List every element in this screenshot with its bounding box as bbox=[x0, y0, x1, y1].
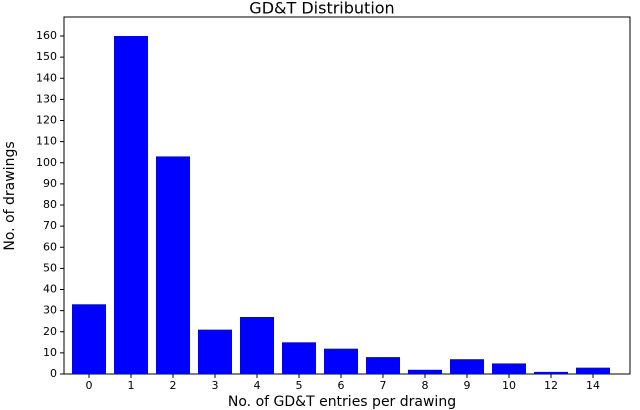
x-tick-label: 8 bbox=[422, 379, 429, 392]
bar bbox=[492, 363, 526, 374]
bar bbox=[324, 348, 358, 374]
y-tick-label: 30 bbox=[43, 304, 57, 317]
y-tick-label: 90 bbox=[43, 177, 57, 190]
x-tick-label: 5 bbox=[296, 379, 303, 392]
y-tick-label: 130 bbox=[36, 92, 57, 105]
x-tick-label: 12 bbox=[544, 379, 558, 392]
bar bbox=[240, 316, 274, 374]
bar bbox=[72, 304, 106, 374]
bar bbox=[156, 156, 190, 374]
x-tick-label: 3 bbox=[212, 379, 219, 392]
bar bbox=[114, 36, 148, 374]
y-tick-label: 140 bbox=[36, 71, 57, 84]
x-tick-label: 6 bbox=[338, 379, 345, 392]
x-tick-label: 7 bbox=[380, 379, 387, 392]
y-tick-label: 20 bbox=[43, 325, 57, 338]
bar bbox=[198, 329, 232, 374]
bar bbox=[282, 342, 316, 374]
y-tick-label: 10 bbox=[43, 346, 57, 359]
x-tick-label: 9 bbox=[464, 379, 471, 392]
y-tick-label: 160 bbox=[36, 29, 57, 42]
y-axis-label: No. of drawings bbox=[2, 141, 18, 250]
bar bbox=[366, 357, 400, 374]
bar bbox=[408, 369, 442, 374]
bar bbox=[534, 371, 568, 374]
y-tick-label: 120 bbox=[36, 114, 57, 127]
x-tick-label: 10 bbox=[502, 379, 516, 392]
plot-frame bbox=[63, 16, 631, 375]
x-axis-label: No. of GD&T entries per drawing bbox=[228, 394, 456, 410]
x-tick-label: 0 bbox=[86, 379, 93, 392]
x-tick-label: 1 bbox=[128, 379, 135, 392]
y-tick-label: 100 bbox=[36, 156, 57, 169]
x-tick-label: 4 bbox=[254, 379, 261, 392]
y-tick-label: 50 bbox=[43, 261, 57, 274]
y-tick-label: 150 bbox=[36, 50, 57, 63]
y-tick-label: 60 bbox=[43, 240, 57, 253]
y-tick-label: 80 bbox=[43, 198, 57, 211]
bar bbox=[576, 367, 610, 374]
x-tick-label: 2 bbox=[170, 379, 177, 392]
chart-title: GD&T Distribution bbox=[249, 0, 394, 18]
y-tick-label: 70 bbox=[43, 219, 57, 232]
y-tick-label: 110 bbox=[36, 135, 57, 148]
x-tick-label: 14 bbox=[586, 379, 600, 392]
y-tick-label: 0 bbox=[50, 367, 57, 380]
y-tick-label: 40 bbox=[43, 283, 57, 296]
bar bbox=[450, 359, 484, 374]
